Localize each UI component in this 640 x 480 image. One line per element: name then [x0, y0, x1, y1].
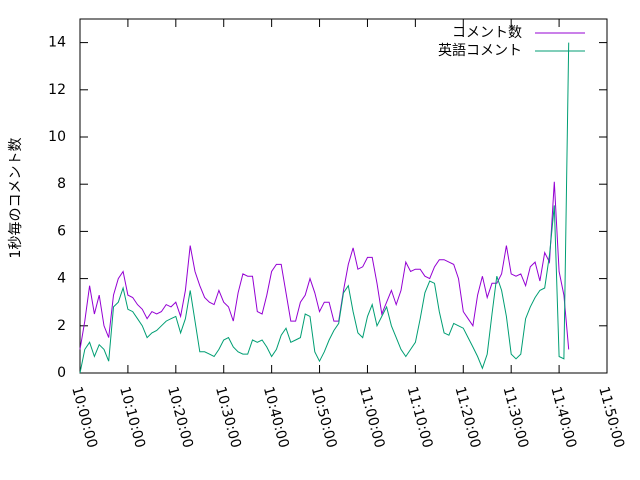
series-line — [79, 181, 570, 350]
y-tick-label: 2 — [57, 318, 66, 334]
y-axis-label: 1秒毎のコメント数 — [8, 138, 24, 259]
x-tick-label: 11:10:00 — [404, 385, 436, 450]
x-tick-label: 11:20:00 — [452, 385, 484, 450]
y-tick-label: 10 — [48, 129, 66, 145]
x-tick-label: 10:40:00 — [260, 385, 292, 450]
x-tick-label: 11:40:00 — [547, 385, 579, 450]
x-tick-label: 10:50:00 — [308, 385, 340, 450]
y-tick-label: 0 — [57, 365, 66, 381]
x-tick-label: 10:20:00 — [164, 385, 196, 450]
x-tick-label: 11:30:00 — [499, 385, 531, 450]
legend-label: コメント数 — [452, 25, 522, 41]
plot-frame — [79, 18, 608, 374]
x-tick-label: 10:30:00 — [212, 385, 244, 450]
y-tick-label: 8 — [57, 176, 66, 192]
series-line — [79, 42, 570, 374]
x-tick-label: 11:00:00 — [356, 385, 388, 450]
y-tick-label: 14 — [48, 35, 66, 51]
y-tick-label: 4 — [57, 271, 66, 287]
x-tick-label: 10:10:00 — [116, 385, 148, 450]
x-tick-label: 11:50:00 — [595, 385, 627, 450]
y-tick-label: 12 — [48, 82, 66, 98]
y-tick-label: 6 — [57, 223, 66, 239]
legend-label: 英語コメント — [438, 42, 522, 59]
x-tick-label: 10:00:00 — [68, 385, 100, 450]
